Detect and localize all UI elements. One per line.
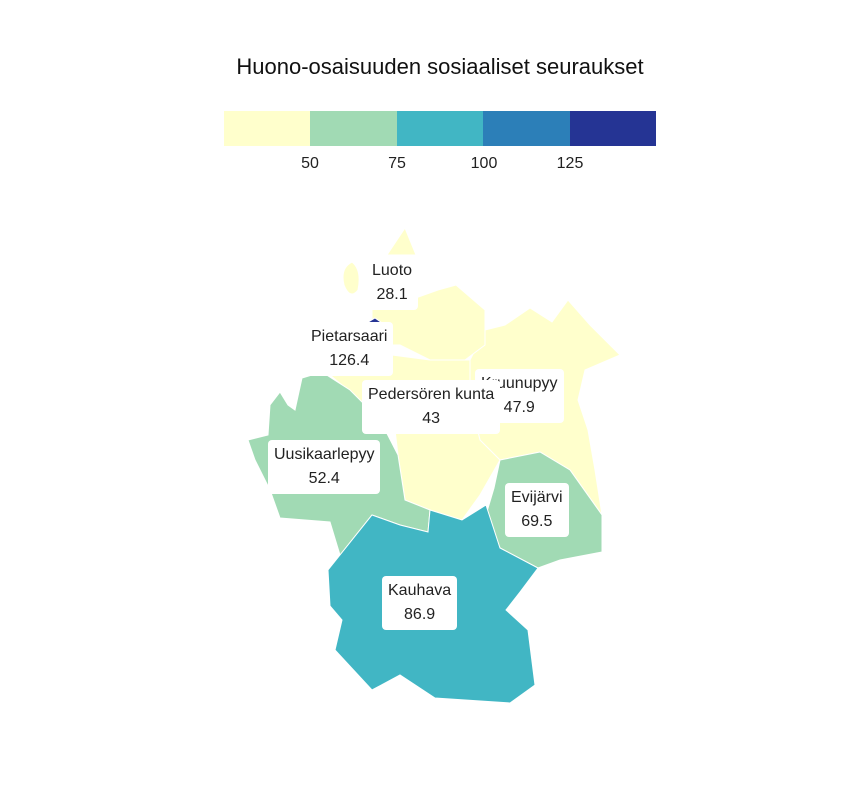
region-value: 69.5: [521, 513, 553, 530]
legend-tick: 125: [556, 155, 584, 172]
legend-tick: 75: [388, 155, 406, 172]
legend-swatch: [569, 111, 657, 146]
legend-swatch: [483, 111, 570, 146]
legend-tick: 100: [470, 155, 498, 172]
region-name: Pietarsaari: [311, 328, 388, 345]
region-label-evijarvi: Evijärvi 69.5: [505, 483, 569, 537]
map-title: Huono-osaisuuden sosiaaliset seuraukset: [236, 54, 644, 79]
legend-swatch: [224, 111, 311, 146]
region-label-uusikaarlepyy: Uusikaarlepyy 52.4: [268, 440, 381, 494]
region-value: 47.9: [503, 399, 535, 416]
region-value: 52.4: [308, 470, 340, 487]
region-name: Kruunupyy: [481, 375, 558, 392]
region-label-pietarsaari: Pietarsaari 126.4: [305, 322, 394, 376]
region-name: Pedersören kunta: [368, 386, 495, 403]
legend-swatch: [310, 111, 397, 146]
region-value: 28.1: [376, 286, 408, 303]
region-name: Evijärvi: [511, 489, 563, 506]
region-label-pedersore: Pedersören kunta 43: [362, 380, 501, 434]
region-name: Luoto: [372, 262, 413, 279]
region-value: 126.4: [329, 352, 370, 369]
color-legend: [224, 111, 657, 146]
region-value: 86.9: [404, 606, 436, 623]
legend-swatch: [396, 111, 484, 146]
region-label-luoto: Luoto 28.1: [366, 256, 419, 310]
region-value: 43: [422, 410, 441, 427]
legend-tick: 50: [301, 155, 319, 172]
region-label-kauhava: Kauhava 86.9: [382, 576, 458, 630]
region-name: Uusikaarlepyy: [274, 446, 375, 463]
region-name: Kauhava: [388, 582, 452, 599]
